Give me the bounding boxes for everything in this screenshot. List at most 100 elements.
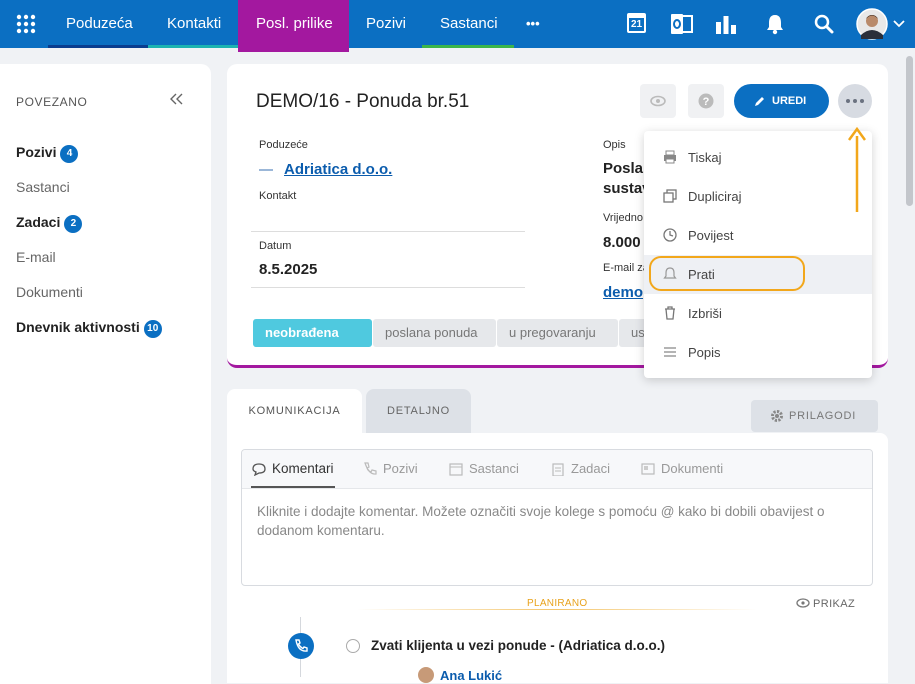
field-divider — [251, 287, 525, 288]
user-menu-caret[interactable] — [893, 20, 905, 28]
menu-label: Prati — [688, 267, 715, 282]
menu-label: Popis — [688, 345, 721, 360]
customize-label: PRILAGODI — [789, 410, 857, 422]
nav-item[interactable]: Pozivi — [366, 15, 407, 32]
menu-item[interactable]: Dupliciraj — [644, 177, 872, 216]
svg-text:?: ? — [703, 96, 710, 108]
more-menu: Tiskaj Dupliciraj Povijest Prati Izbriši… — [644, 131, 872, 378]
menu-item[interactable]: Popis — [644, 333, 872, 372]
edit-label: UREDI — [772, 95, 807, 107]
highlight-outline — [649, 256, 805, 291]
field-label: Poduzeće — [259, 139, 308, 151]
field-label: Datum — [259, 240, 292, 252]
nav-item[interactable]: Sastanci — [440, 15, 498, 32]
field-label: Kontakt — [259, 190, 297, 202]
menu-label: Povijest — [688, 228, 734, 243]
help-button[interactable]: ? — [688, 84, 724, 118]
composer-tab[interactable]: Dokumenti — [640, 449, 723, 488]
composer-tab-label: Sastanci — [469, 461, 519, 476]
menu-item[interactable]: Tiskaj — [644, 138, 872, 177]
apps-icon[interactable] — [16, 14, 36, 34]
sidebar-badge: 2 — [64, 215, 83, 233]
field-label: Opis — [603, 139, 626, 151]
composer-tab-label: Komentari — [272, 461, 334, 476]
composer-tab-label: Dokumenti — [661, 461, 724, 476]
nav-item[interactable]: Posl. prilike — [256, 15, 333, 32]
user-avatar[interactable] — [856, 8, 888, 40]
sidebar-badge: 10 — [143, 320, 162, 338]
sidebar-item[interactable]: Pozivi 4 — [16, 143, 79, 163]
sidebar-item[interactable]: Dokumenti — [16, 283, 83, 301]
nav-underline — [422, 45, 514, 48]
sidebar-label: Dokumenti — [16, 284, 83, 300]
notifications-icon[interactable] — [765, 13, 785, 35]
tab[interactable]: DETALJNO — [366, 389, 471, 433]
composer-tabs — [242, 450, 872, 489]
sidebar-item[interactable]: Zadaci 2 — [16, 213, 83, 233]
field-value: sustav — [603, 180, 651, 197]
view-button[interactable]: PRIKAZ — [796, 598, 855, 610]
field-divider — [251, 231, 525, 232]
nav-underline — [48, 45, 148, 48]
nav-item[interactable]: Poduzeća — [66, 15, 133, 32]
assignee-avatar — [418, 667, 434, 683]
field-label: Vrijedno — [603, 212, 643, 224]
field-value: 8.000 — [603, 234, 641, 251]
menu-item[interactable]: Povijest — [644, 216, 872, 255]
sidebar-badge: 4 — [60, 145, 79, 163]
edit-button[interactable]: UREDI — [734, 84, 829, 118]
stage[interactable]: poslana ponuda — [373, 319, 496, 347]
tab-active[interactable]: KOMUNIKACIJA — [227, 389, 362, 435]
email-link[interactable]: demo — [603, 284, 644, 301]
nav-underline — [148, 45, 238, 48]
watch-button[interactable] — [640, 84, 676, 118]
task-title[interactable]: Zvati klijenta u vezi ponude - (Adriatic… — [371, 638, 666, 653]
menu-label: Dupliciraj — [688, 189, 742, 204]
composer-tab[interactable]: Zadaci — [550, 449, 610, 488]
composer-placeholder[interactable]: Kliknite i dodajte komentar. Možete ozna… — [257, 504, 825, 538]
company-logo — [259, 169, 273, 171]
field-value: 8.5.2025 — [259, 261, 318, 278]
outlook-icon[interactable] — [670, 13, 694, 35]
sidebar-label: Zadaci — [16, 214, 61, 230]
calendar-icon[interactable]: 21 — [627, 13, 646, 33]
view-label: PRIKAZ — [813, 598, 856, 610]
sidebar-item[interactable]: Dnevnik aktivnosti 10 — [16, 318, 162, 338]
call-icon — [288, 633, 314, 659]
stage-active[interactable]: neobrađena — [253, 319, 372, 347]
composer-tab[interactable]: Sastanci — [448, 449, 519, 488]
sidebar-item[interactable]: Sastanci — [16, 178, 70, 196]
reports-icon[interactable] — [715, 14, 737, 34]
company-link[interactable]: Adriatica d.o.o. — [284, 161, 393, 178]
more-button[interactable] — [838, 84, 872, 118]
section-title: PLANIRANO — [527, 598, 588, 609]
menu-item-highlighted[interactable]: Prati — [644, 255, 872, 294]
composer-tab-label: Zadaci — [571, 461, 611, 476]
annotation-arrow — [848, 126, 866, 212]
active-tab-underline — [251, 486, 335, 488]
composer-tab-label: Pozivi — [383, 461, 418, 476]
scrollbar-thumb[interactable] — [906, 56, 913, 206]
sidebar-title: POVEZANO — [16, 95, 88, 109]
search-icon[interactable] — [814, 14, 834, 34]
sidebar-label: E-mail — [16, 249, 56, 265]
task-checkbox[interactable] — [346, 639, 360, 653]
sidebar-item[interactable]: E-mail — [16, 248, 56, 266]
composer-tab[interactable]: Pozivi — [362, 449, 418, 488]
composer-tab-active[interactable]: Komentari — [251, 449, 334, 488]
section-line — [357, 609, 757, 610]
stage[interactable]: u pregovaranju — [497, 319, 618, 347]
customize-button[interactable]: PRILAGODI — [751, 400, 878, 432]
nav-more[interactable]: ••• — [526, 16, 540, 31]
menu-item[interactable]: Izbriši — [644, 294, 872, 333]
collapse-icon[interactable] — [170, 93, 184, 105]
nav-active-bg — [238, 0, 349, 52]
menu-label: Tiskaj — [688, 150, 722, 165]
record-title: DEMO/16 - Ponuda br.51 — [256, 91, 470, 112]
nav-item[interactable]: Kontakti — [167, 15, 222, 32]
field-label: E-mail za — [603, 262, 649, 274]
sidebar-label: Pozivi — [16, 144, 57, 160]
sidebar-label: Sastanci — [16, 179, 70, 195]
sidebar-label: Dnevnik aktivnosti — [16, 319, 140, 335]
